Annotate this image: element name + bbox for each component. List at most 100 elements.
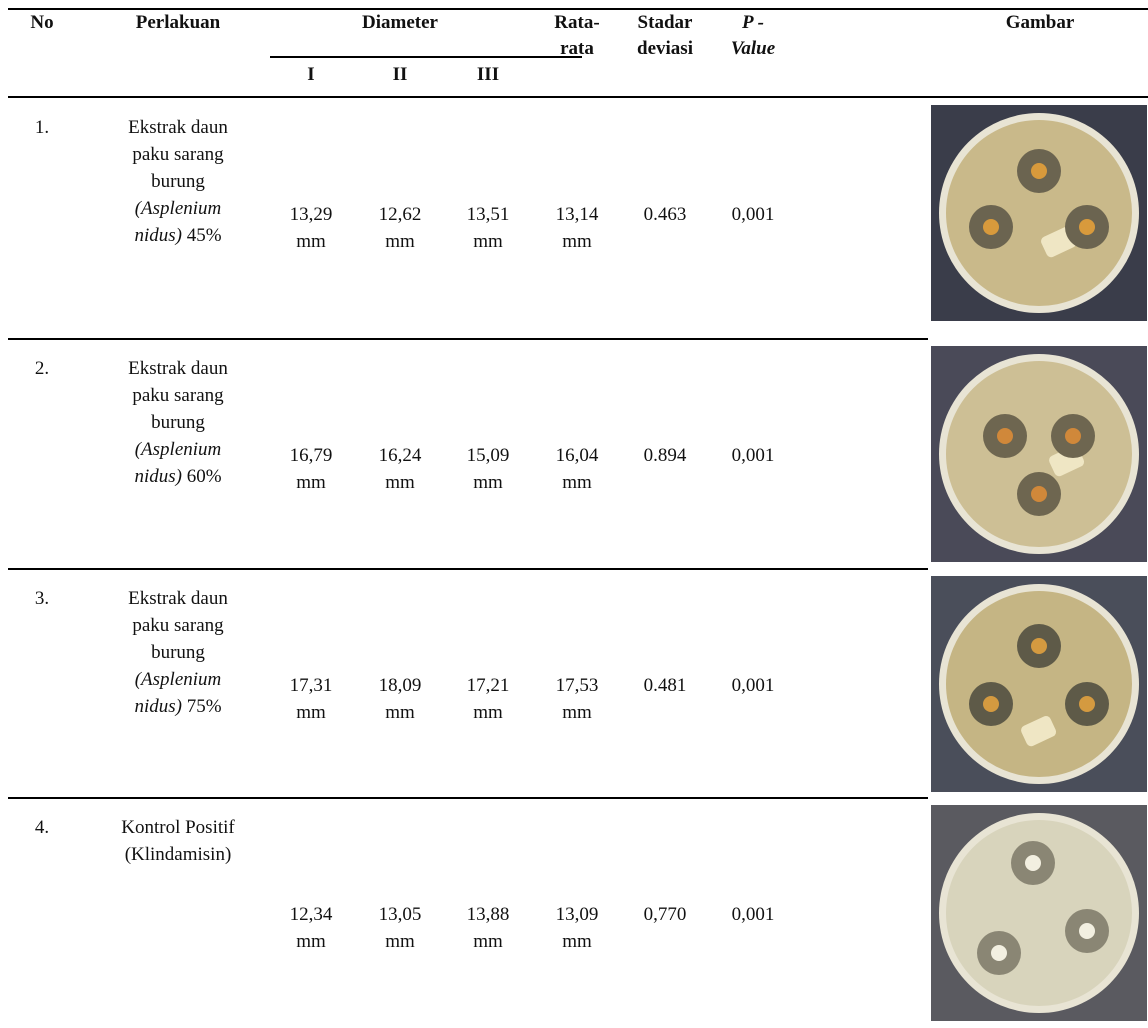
disc xyxy=(1079,923,1095,939)
diameter-unit: mm xyxy=(537,699,617,726)
disc xyxy=(1065,428,1081,444)
header-mean: rata xyxy=(532,35,622,62)
p-value: 0,001 xyxy=(713,901,793,928)
p-value: 0,001 xyxy=(713,442,793,469)
diameter-unit: mm xyxy=(537,228,617,255)
diameter-value: 12,34 xyxy=(271,901,351,928)
header-sd: deviasi xyxy=(620,35,710,62)
disc xyxy=(1025,855,1041,871)
diameter-unit: mm xyxy=(360,699,440,726)
diameter-value: 12,62 xyxy=(360,201,440,228)
diameter-unit: mm xyxy=(271,928,351,955)
diameter-unit: mm xyxy=(271,469,351,496)
sd-value: 0,770 xyxy=(625,901,705,928)
species: (Asplenium xyxy=(93,195,263,222)
dish-agar xyxy=(946,361,1132,547)
disc xyxy=(983,696,999,712)
species: nidus) xyxy=(134,225,182,246)
page: NoPerlakuanDiameterIIIIIIRata-rataStadar… xyxy=(0,0,1148,1028)
diameter-unit: mm xyxy=(448,469,528,496)
diameter-unit: mm xyxy=(448,228,528,255)
diameter-unit: mm xyxy=(360,928,440,955)
header-diameter: Diameter xyxy=(300,9,500,36)
diameter-value: 13,51 xyxy=(448,201,528,228)
treatment: burung xyxy=(93,409,263,436)
treatment: paku sarang xyxy=(93,382,263,409)
header-perlakuan: Perlakuan xyxy=(98,9,258,36)
sd-value: 0.481 xyxy=(625,672,705,699)
p-value: 0,001 xyxy=(713,201,793,228)
disc xyxy=(1079,219,1095,235)
header-replicate: I xyxy=(271,61,351,88)
diameter-value: 13,29 xyxy=(271,201,351,228)
disc xyxy=(991,945,1007,961)
diameter-value: 16,24 xyxy=(360,442,440,469)
diameter-unit: mm xyxy=(448,928,528,955)
row-rule xyxy=(8,568,928,570)
diameter-value: 13,88 xyxy=(448,901,528,928)
treatment: burung xyxy=(93,639,263,666)
treatment: Ekstrak daun xyxy=(93,355,263,382)
diameter-unit: mm xyxy=(360,228,440,255)
petri-photo xyxy=(931,805,1147,1021)
disc xyxy=(1031,486,1047,502)
species: (Asplenium xyxy=(93,436,263,463)
sd-value: 0.894 xyxy=(625,442,705,469)
row-no: 4. xyxy=(12,814,72,841)
diameter-unit: mm xyxy=(537,469,617,496)
diameter-value: 18,09 xyxy=(360,672,440,699)
header-p: Value xyxy=(708,35,798,62)
diameter-unit: mm xyxy=(271,228,351,255)
header-no: No xyxy=(2,9,82,36)
diameter-value: 13,14 xyxy=(537,201,617,228)
diameter-value: 13,05 xyxy=(360,901,440,928)
disc xyxy=(1031,638,1047,654)
dose: 45% xyxy=(187,225,222,246)
species-dose: nidus) 45% xyxy=(93,222,263,249)
diameter-value: 15,09 xyxy=(448,442,528,469)
species-dose: nidus) 75% xyxy=(93,693,263,720)
dish-agar xyxy=(946,120,1132,306)
row-no: 3. xyxy=(12,585,72,612)
diameter-unit: mm xyxy=(448,699,528,726)
dose: 60% xyxy=(187,466,222,487)
row-no: 2. xyxy=(12,355,72,382)
treatment: Ekstrak daun xyxy=(93,585,263,612)
disc xyxy=(997,428,1013,444)
header-mean: Rata- xyxy=(532,9,622,36)
diameter-value: 17,53 xyxy=(537,672,617,699)
petri-photo xyxy=(931,576,1147,792)
header-image: Gambar xyxy=(940,9,1140,36)
header-replicate: III xyxy=(448,61,528,88)
header-replicate: II xyxy=(360,61,440,88)
p-value: 0,001 xyxy=(713,672,793,699)
petri-photo xyxy=(931,346,1147,562)
species: (Asplenium xyxy=(93,666,263,693)
treatment: Kontrol Positif xyxy=(93,814,263,841)
diameter-value: 16,79 xyxy=(271,442,351,469)
species: nidus) xyxy=(134,466,182,487)
sd-value: 0.463 xyxy=(625,201,705,228)
header-sd: Stadar xyxy=(620,9,710,36)
treatment: Ekstrak daun xyxy=(93,114,263,141)
disc xyxy=(1079,696,1095,712)
diameter-unit: mm xyxy=(360,469,440,496)
row-rule xyxy=(8,338,928,340)
diameter-value: 17,21 xyxy=(448,672,528,699)
treatment: paku sarang xyxy=(93,612,263,639)
diameter-value: 13,09 xyxy=(537,901,617,928)
header-p: P - xyxy=(708,9,798,36)
species: nidus) xyxy=(134,696,182,717)
petri-photo xyxy=(931,105,1147,321)
disc xyxy=(1031,163,1047,179)
diameter-value: 17,31 xyxy=(271,672,351,699)
treatment: paku sarang xyxy=(93,141,263,168)
row-rule xyxy=(8,797,928,799)
dish-agar xyxy=(946,591,1132,777)
row-no: 1. xyxy=(12,114,72,141)
disc xyxy=(983,219,999,235)
dose: 75% xyxy=(187,696,222,717)
species-dose: nidus) 60% xyxy=(93,463,263,490)
diameter-value: 16,04 xyxy=(537,442,617,469)
diameter-unit: mm xyxy=(271,699,351,726)
